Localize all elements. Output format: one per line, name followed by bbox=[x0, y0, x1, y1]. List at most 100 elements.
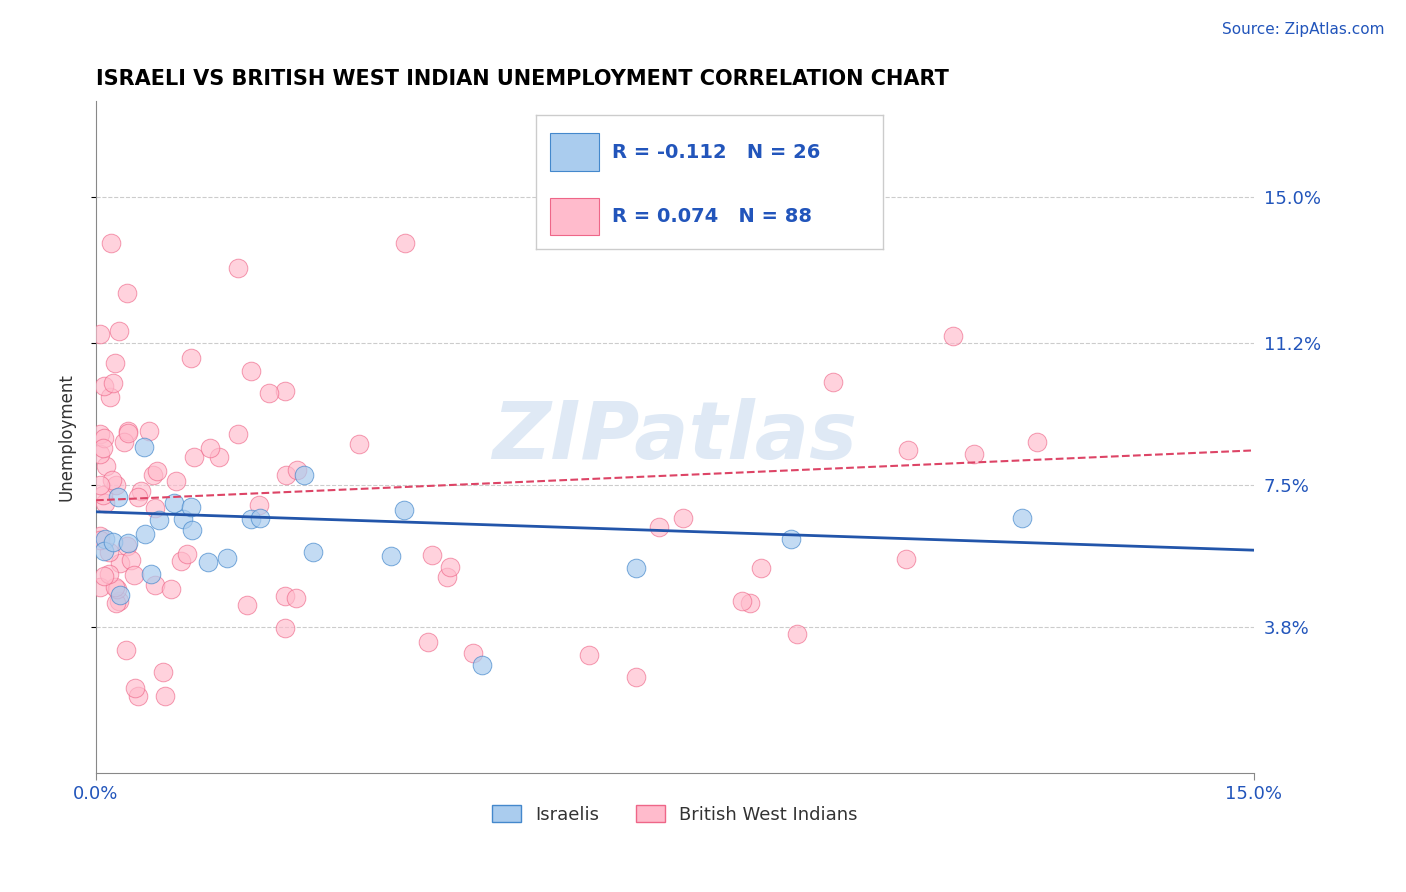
Point bbox=[380, 549, 402, 563]
Point bbox=[471, 658, 494, 673]
Point bbox=[94, 532, 117, 546]
Point bbox=[93, 431, 115, 445]
Point bbox=[274, 589, 297, 603]
Point bbox=[240, 512, 263, 526]
Point bbox=[394, 236, 416, 251]
Point bbox=[89, 447, 111, 461]
Point bbox=[127, 689, 149, 703]
Point bbox=[172, 511, 194, 525]
Point bbox=[153, 689, 176, 703]
Point bbox=[226, 426, 249, 441]
Point bbox=[217, 550, 239, 565]
Text: ZIPatlas: ZIPatlas bbox=[492, 398, 858, 476]
Point bbox=[93, 568, 115, 582]
Point bbox=[142, 468, 165, 483]
Point bbox=[942, 328, 965, 343]
Point bbox=[274, 621, 297, 635]
Point bbox=[98, 545, 121, 559]
Point bbox=[274, 384, 297, 398]
Point bbox=[105, 478, 128, 492]
Point bbox=[731, 593, 754, 607]
Point bbox=[148, 513, 170, 527]
Point bbox=[129, 483, 152, 498]
Point bbox=[143, 578, 166, 592]
Point bbox=[292, 468, 315, 483]
Point bbox=[751, 561, 773, 575]
Point bbox=[110, 588, 132, 602]
Point bbox=[963, 447, 986, 461]
Point bbox=[105, 596, 128, 610]
Point bbox=[145, 500, 167, 515]
Point bbox=[98, 390, 121, 404]
Point bbox=[105, 582, 128, 596]
Y-axis label: Unemployment: Unemployment bbox=[58, 373, 75, 501]
Point bbox=[302, 545, 325, 559]
Point bbox=[170, 554, 193, 568]
Point bbox=[439, 559, 461, 574]
Point bbox=[104, 356, 127, 370]
Point bbox=[89, 529, 111, 543]
Point bbox=[461, 646, 484, 660]
Legend: Israelis, British West Indians: Israelis, British West Indians bbox=[485, 798, 865, 830]
Point bbox=[176, 547, 198, 561]
Point bbox=[420, 548, 443, 562]
Point bbox=[108, 325, 131, 339]
Point bbox=[240, 364, 263, 378]
Point bbox=[124, 681, 146, 696]
Point bbox=[139, 566, 162, 581]
Point bbox=[285, 463, 308, 477]
Point bbox=[180, 523, 202, 537]
Point bbox=[259, 386, 281, 401]
Point bbox=[183, 450, 205, 464]
Point bbox=[96, 459, 118, 474]
Point bbox=[740, 596, 762, 610]
Point bbox=[89, 580, 111, 594]
Point bbox=[115, 286, 138, 301]
Point bbox=[162, 496, 184, 510]
Point bbox=[134, 526, 156, 541]
Point bbox=[127, 491, 149, 505]
Point bbox=[226, 260, 249, 275]
Point bbox=[208, 450, 231, 464]
Point bbox=[138, 424, 160, 438]
Point bbox=[117, 536, 139, 550]
Point bbox=[647, 520, 669, 534]
Point bbox=[180, 500, 202, 514]
Point bbox=[114, 643, 136, 657]
Point bbox=[436, 570, 458, 584]
Point bbox=[626, 670, 648, 684]
Point bbox=[91, 488, 114, 502]
Point bbox=[821, 375, 844, 389]
Point bbox=[276, 468, 298, 483]
Point bbox=[897, 443, 920, 458]
Point bbox=[101, 376, 124, 390]
Point bbox=[117, 424, 139, 438]
Point bbox=[108, 593, 131, 607]
Point bbox=[112, 434, 135, 449]
Point bbox=[97, 567, 120, 582]
Point bbox=[894, 552, 917, 566]
Point bbox=[108, 556, 131, 570]
Point bbox=[578, 648, 600, 663]
Point bbox=[786, 627, 808, 641]
Point bbox=[779, 532, 801, 546]
Point bbox=[392, 503, 415, 517]
Point bbox=[626, 560, 648, 574]
Point bbox=[236, 598, 259, 612]
Point bbox=[91, 441, 114, 455]
Point bbox=[180, 351, 202, 366]
Point bbox=[165, 474, 187, 488]
Point bbox=[117, 425, 139, 440]
Point bbox=[101, 473, 124, 487]
Point bbox=[104, 580, 127, 594]
Point bbox=[672, 511, 695, 525]
Point bbox=[89, 478, 111, 492]
Point bbox=[249, 511, 271, 525]
Point bbox=[197, 555, 219, 569]
Text: Source: ZipAtlas.com: Source: ZipAtlas.com bbox=[1222, 22, 1385, 37]
Point bbox=[1011, 511, 1033, 525]
Point bbox=[100, 236, 122, 251]
Point bbox=[132, 440, 155, 454]
Point bbox=[285, 591, 308, 606]
Point bbox=[120, 553, 142, 567]
